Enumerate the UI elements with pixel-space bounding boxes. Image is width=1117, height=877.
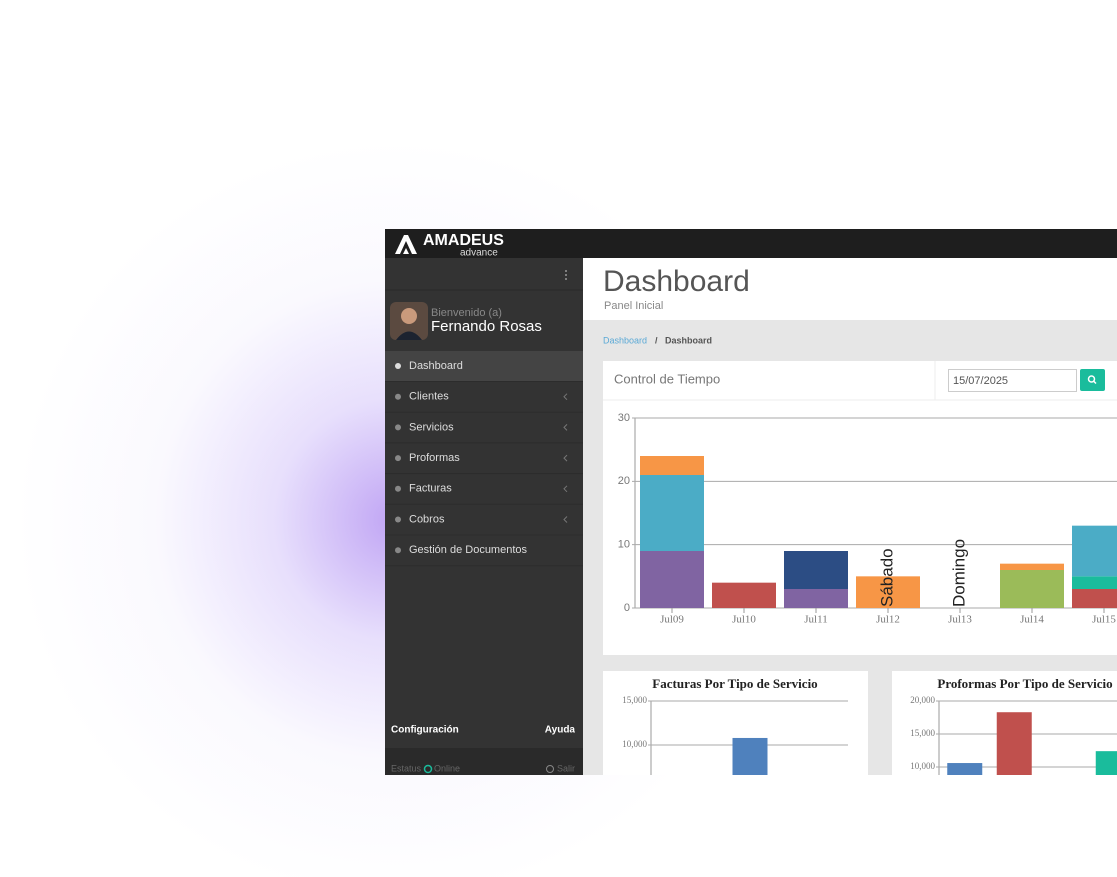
status-label: Estatus — [391, 763, 422, 773]
status: Online — [434, 763, 460, 773]
breadcrumb-separator: / — [655, 335, 658, 345]
y-tick-label: 20,000 — [910, 695, 935, 705]
app-screenshot: AMADEUS advance Bienvenido (a) Fernando … — [385, 229, 1117, 775]
menu-icon — [395, 516, 401, 523]
status-bar — [385, 748, 583, 775]
menu-item[interactable]: Cobros — [409, 513, 445, 525]
bar-segment — [784, 551, 848, 589]
menu-item[interactable]: Proformas — [409, 452, 460, 464]
bar-segment — [640, 551, 704, 608]
menu-chevron — [563, 516, 568, 523]
menu-item[interactable]: Clientes — [409, 391, 449, 403]
app-ui: AMADEUS advance Bienvenido (a) Fernando … — [385, 229, 1117, 775]
annotation: Sábado — [877, 548, 896, 607]
menu: Dashboard Clientes Servicios Proformas Factu… — [385, 351, 583, 567]
x-tick-label: Jul12 — [876, 614, 900, 626]
chart-title: Proformas Por Tipo de Servicio — [937, 676, 1112, 691]
date-value: 15/07/2025 — [953, 375, 1008, 387]
x-tick-label: Jul10 — [732, 614, 756, 626]
bar-segment — [1072, 525, 1117, 577]
bar-segment — [784, 589, 848, 608]
menu-icon — [395, 393, 401, 400]
y-tick-label: 15,000 — [622, 695, 647, 705]
bar-segment — [1072, 589, 1117, 608]
help-link[interactable]: Ayuda — [545, 725, 576, 736]
menu-chevron — [563, 424, 568, 431]
logout-icon — [546, 765, 554, 773]
bar — [1095, 751, 1117, 775]
menu-icon — [395, 485, 401, 492]
y-tick-label: 0 — [624, 602, 630, 614]
sidebar-toggle[interactable] — [565, 270, 567, 280]
y-tick-label: 10,000 — [622, 739, 647, 749]
logout[interactable]: Salir — [557, 763, 575, 773]
charts: 0 10 20 30 Jul09 Jul10 Jul11 Jul12 Jul13 Jul14 Jul… — [618, 412, 1117, 775]
search-icon — [1087, 375, 1096, 383]
x-tick-label: Jul14 — [1020, 614, 1044, 626]
chart-title: Facturas Por Tipo de Servicio — [652, 676, 817, 691]
x-tick-label: Jul11 — [804, 614, 827, 626]
bar-segment — [640, 456, 704, 475]
menu-icon — [395, 455, 401, 462]
menu-icon — [395, 363, 401, 369]
sidebar — [385, 258, 583, 775]
menu-item[interactable]: Servicios — [409, 421, 454, 433]
avatar-face — [401, 308, 417, 324]
y-tick-label: 10,000 — [910, 761, 935, 771]
logo: AMADEUS — [423, 232, 504, 249]
menu-icon — [395, 547, 401, 554]
breadcrumb-link[interactable]: Dashboard — [603, 335, 647, 345]
x-tick-label: Jul13 — [948, 614, 972, 626]
bar-segment — [1072, 576, 1117, 589]
bar — [947, 763, 983, 775]
menu-active — [385, 351, 583, 381]
page-title: Dashboard — [603, 265, 750, 298]
logo-icon — [395, 235, 417, 254]
bar-segment — [856, 576, 920, 608]
x-tick-label: Jul09 — [660, 614, 684, 626]
date-input[interactable] — [948, 369, 1077, 392]
y-tick-label: 30 — [618, 412, 630, 424]
bar — [996, 712, 1032, 775]
avatar-body — [396, 331, 422, 340]
search-icon — [1093, 380, 1097, 385]
bar-segment — [1000, 570, 1064, 608]
menu-chevron — [563, 454, 568, 462]
user-name: Fernando Rosas — [431, 318, 542, 335]
search-button[interactable] — [1080, 369, 1105, 391]
breadcrumb-current: Dashboard — [665, 335, 712, 345]
x-tick-label: Jul15 — [1092, 614, 1116, 626]
menu-chevron — [563, 485, 568, 493]
menu-item[interactable]: Facturas — [409, 483, 452, 495]
page-header — [583, 258, 1117, 320]
card-title: Control de Tiempo — [614, 371, 720, 386]
menu-icon — [395, 424, 401, 431]
bar-segment — [1000, 563, 1064, 570]
y-tick-label: 10 — [618, 539, 630, 551]
annotation: Domingo — [949, 539, 968, 607]
status-dot — [423, 764, 433, 774]
bar — [732, 737, 768, 775]
welcome: Bienvenido (a) — [431, 307, 502, 319]
menu-chevron — [563, 393, 568, 401]
y-tick-label: 15,000 — [910, 728, 935, 738]
bar-segment — [712, 582, 776, 608]
top-bar — [385, 229, 1117, 258]
logo-sub: advance — [460, 248, 498, 259]
menu-item[interactable]: Dashboard — [409, 360, 463, 372]
menu-item[interactable]: Gestión de Documentos — [409, 544, 528, 556]
y-tick-label: 20 — [618, 475, 630, 487]
bar-segment — [640, 475, 704, 551]
config-link[interactable]: Configuración — [391, 725, 459, 736]
page-subtitle: Panel Inicial — [604, 300, 663, 312]
